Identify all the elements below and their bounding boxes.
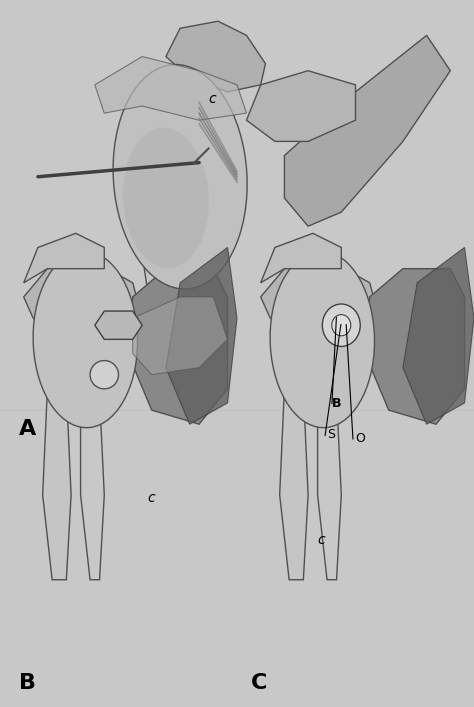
- Polygon shape: [43, 389, 71, 580]
- Polygon shape: [133, 297, 228, 375]
- Polygon shape: [128, 269, 228, 424]
- Polygon shape: [95, 57, 246, 120]
- Text: B: B: [332, 397, 341, 409]
- Polygon shape: [95, 311, 142, 339]
- Ellipse shape: [113, 64, 247, 289]
- Polygon shape: [166, 247, 237, 424]
- Text: O: O: [356, 432, 365, 445]
- Polygon shape: [365, 269, 465, 424]
- Text: B: B: [19, 673, 36, 694]
- Text: C: C: [251, 673, 268, 694]
- Polygon shape: [24, 233, 104, 283]
- Polygon shape: [261, 233, 341, 283]
- Text: S: S: [327, 428, 335, 441]
- Polygon shape: [133, 191, 180, 375]
- Polygon shape: [261, 262, 379, 339]
- Polygon shape: [166, 21, 265, 92]
- Ellipse shape: [322, 304, 360, 346]
- Ellipse shape: [33, 251, 137, 428]
- Polygon shape: [318, 396, 341, 580]
- Polygon shape: [81, 396, 104, 580]
- Ellipse shape: [270, 251, 374, 428]
- Text: c: c: [147, 491, 155, 505]
- Ellipse shape: [123, 128, 209, 268]
- Polygon shape: [246, 71, 356, 141]
- Text: c: c: [209, 91, 216, 105]
- Text: A: A: [19, 419, 36, 439]
- Polygon shape: [403, 247, 474, 424]
- Ellipse shape: [90, 361, 118, 389]
- Polygon shape: [24, 262, 142, 339]
- Ellipse shape: [332, 315, 351, 336]
- Polygon shape: [280, 389, 308, 580]
- Text: c: c: [318, 533, 325, 547]
- Polygon shape: [284, 35, 450, 226]
